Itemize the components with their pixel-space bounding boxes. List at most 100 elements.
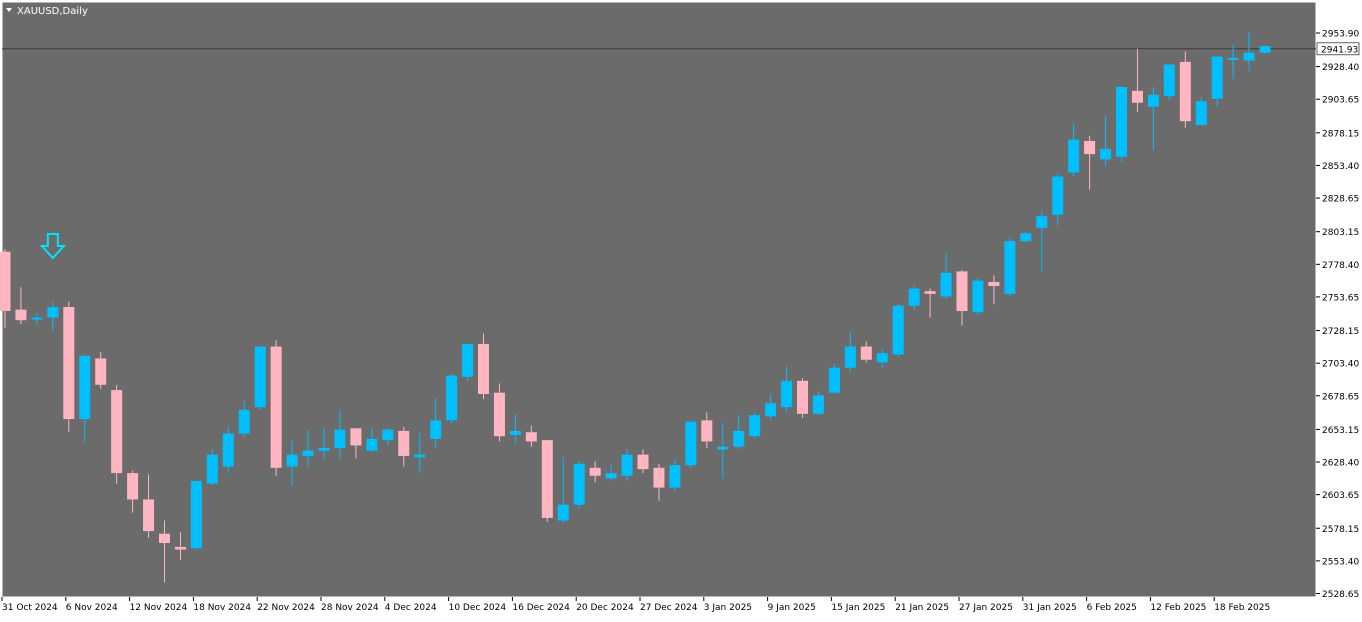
candle[interactable] bbox=[478, 333, 489, 400]
candle[interactable] bbox=[79, 354, 91, 442]
candle[interactable] bbox=[493, 383, 505, 442]
candle[interactable] bbox=[143, 474, 155, 538]
candle-body bbox=[111, 390, 123, 474]
candle[interactable] bbox=[669, 459, 681, 492]
candle-body bbox=[302, 450, 314, 456]
candle[interactable] bbox=[908, 285, 920, 310]
candle[interactable] bbox=[972, 278, 984, 315]
candle[interactable] bbox=[1243, 31, 1255, 72]
candle-body bbox=[988, 281, 1000, 286]
candle[interactable] bbox=[0, 249, 11, 329]
candle[interactable] bbox=[286, 440, 298, 487]
candle[interactable] bbox=[31, 312, 43, 325]
candle[interactable] bbox=[605, 465, 617, 482]
price-tick-label: 2903.65 bbox=[1322, 96, 1359, 106]
time-tick-label: 10 Dec 2024 bbox=[449, 603, 507, 613]
candle[interactable] bbox=[398, 426, 410, 467]
candle[interactable] bbox=[1004, 238, 1016, 297]
candle[interactable] bbox=[1227, 44, 1239, 79]
candle[interactable] bbox=[621, 449, 633, 482]
candle[interactable] bbox=[446, 374, 458, 424]
candle[interactable] bbox=[1163, 64, 1175, 101]
candle[interactable] bbox=[653, 463, 665, 501]
candle[interactable] bbox=[541, 440, 553, 522]
candle[interactable] bbox=[797, 378, 808, 418]
price-axis-background bbox=[1317, 0, 1362, 618]
candle[interactable] bbox=[382, 428, 394, 446]
candle[interactable] bbox=[1068, 123, 1080, 177]
candle[interactable] bbox=[462, 343, 474, 381]
candle[interactable] bbox=[509, 413, 521, 443]
candle[interactable] bbox=[95, 351, 107, 389]
candle-body bbox=[621, 454, 633, 476]
candle-body bbox=[143, 499, 155, 532]
candle[interactable] bbox=[892, 304, 904, 358]
candle[interactable] bbox=[717, 423, 729, 479]
candle[interactable] bbox=[525, 425, 537, 447]
dropdown-triangle-icon[interactable] bbox=[6, 8, 12, 12]
candle[interactable] bbox=[1020, 231, 1032, 243]
candle[interactable] bbox=[1052, 172, 1064, 226]
candle[interactable] bbox=[159, 520, 170, 583]
candle[interactable] bbox=[749, 412, 761, 439]
candle[interactable] bbox=[956, 270, 968, 326]
candle[interactable] bbox=[318, 428, 330, 459]
candle[interactable] bbox=[350, 428, 362, 459]
candle[interactable] bbox=[940, 252, 952, 300]
candle[interactable] bbox=[1084, 135, 1096, 190]
candle[interactable] bbox=[334, 411, 346, 459]
candle[interactable] bbox=[924, 288, 936, 318]
time-axis[interactable]: 31 Oct 2024 6 Nov 2024 12 Nov 2024 18 Nov 2… bbox=[0, 597, 1317, 618]
candle[interactable] bbox=[206, 449, 218, 485]
candle[interactable] bbox=[302, 429, 314, 467]
price-tick-label: 2878.15 bbox=[1322, 129, 1359, 139]
candle[interactable] bbox=[1259, 46, 1271, 54]
candle-body bbox=[398, 430, 410, 456]
candle[interactable] bbox=[238, 400, 250, 437]
candle[interactable] bbox=[828, 363, 840, 395]
time-tick-label: 18 Feb 2025 bbox=[1214, 603, 1270, 613]
candle[interactable] bbox=[1195, 97, 1207, 126]
candle-body bbox=[812, 395, 824, 414]
candle[interactable] bbox=[63, 301, 75, 433]
candle[interactable] bbox=[1179, 51, 1191, 128]
candle[interactable] bbox=[47, 301, 59, 331]
price-axis[interactable]: 2953.90 2928.40 2903.65 2878.15 2853.40 2828.… bbox=[1316, 0, 1362, 618]
candle[interactable] bbox=[270, 339, 282, 476]
candle-body bbox=[781, 380, 793, 408]
candle[interactable] bbox=[557, 457, 569, 524]
candle[interactable] bbox=[637, 449, 649, 474]
candle[interactable] bbox=[844, 332, 856, 372]
candle[interactable] bbox=[127, 470, 139, 513]
candle[interactable] bbox=[685, 420, 697, 468]
candle[interactable] bbox=[174, 532, 186, 561]
candle[interactable] bbox=[765, 394, 777, 421]
candle[interactable] bbox=[1036, 210, 1048, 272]
candle-body bbox=[334, 429, 346, 449]
candle[interactable] bbox=[1100, 115, 1112, 166]
chart-title[interactable]: XAUUSD,Daily bbox=[6, 6, 88, 17]
candle[interactable] bbox=[701, 412, 713, 449]
down-arrow-signal-icon bbox=[39, 233, 67, 260]
candle[interactable] bbox=[15, 287, 27, 325]
candle[interactable] bbox=[111, 384, 123, 484]
candle[interactable] bbox=[1147, 86, 1159, 151]
candle[interactable] bbox=[1211, 56, 1223, 107]
candle[interactable] bbox=[589, 461, 601, 483]
candle[interactable] bbox=[733, 415, 745, 450]
candle[interactable] bbox=[1131, 48, 1143, 112]
candle[interactable] bbox=[876, 349, 888, 368]
candle[interactable] bbox=[430, 397, 442, 449]
candle[interactable] bbox=[988, 275, 1000, 305]
candle[interactable] bbox=[254, 346, 266, 410]
candle[interactable] bbox=[781, 366, 793, 413]
candle[interactable] bbox=[366, 428, 378, 453]
candle[interactable] bbox=[573, 461, 585, 509]
candle[interactable] bbox=[222, 426, 234, 474]
candle[interactable] bbox=[1116, 86, 1127, 163]
candle[interactable] bbox=[414, 432, 426, 474]
candle[interactable] bbox=[812, 391, 824, 416]
candle[interactable] bbox=[860, 341, 872, 363]
candle[interactable] bbox=[190, 481, 202, 550]
